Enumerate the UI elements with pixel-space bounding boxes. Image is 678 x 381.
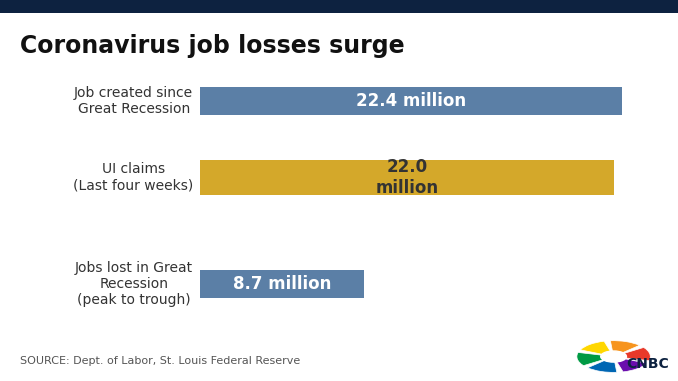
Wedge shape bbox=[614, 347, 650, 361]
Wedge shape bbox=[577, 352, 614, 366]
Text: 22.0
million: 22.0 million bbox=[376, 158, 439, 197]
Wedge shape bbox=[580, 341, 614, 357]
Text: Job created since
Great Recession: Job created since Great Recession bbox=[74, 86, 193, 116]
Text: Coronavirus job losses surge: Coronavirus job losses surge bbox=[20, 34, 405, 58]
Text: 22.4 million: 22.4 million bbox=[356, 92, 466, 110]
Wedge shape bbox=[588, 357, 617, 372]
Wedge shape bbox=[614, 357, 647, 372]
Text: UI claims
(Last four weeks): UI claims (Last four weeks) bbox=[73, 162, 193, 192]
Text: CNBC: CNBC bbox=[626, 357, 669, 371]
Text: 8.7 million: 8.7 million bbox=[233, 275, 331, 293]
Wedge shape bbox=[610, 341, 639, 357]
Text: Jobs lost in Great
Recession
(peak to trough): Jobs lost in Great Recession (peak to tr… bbox=[75, 261, 193, 307]
Circle shape bbox=[601, 351, 626, 362]
Text: SOURCE: Dept. of Labor, St. Louis Federal Reserve: SOURCE: Dept. of Labor, St. Louis Federa… bbox=[20, 356, 300, 366]
